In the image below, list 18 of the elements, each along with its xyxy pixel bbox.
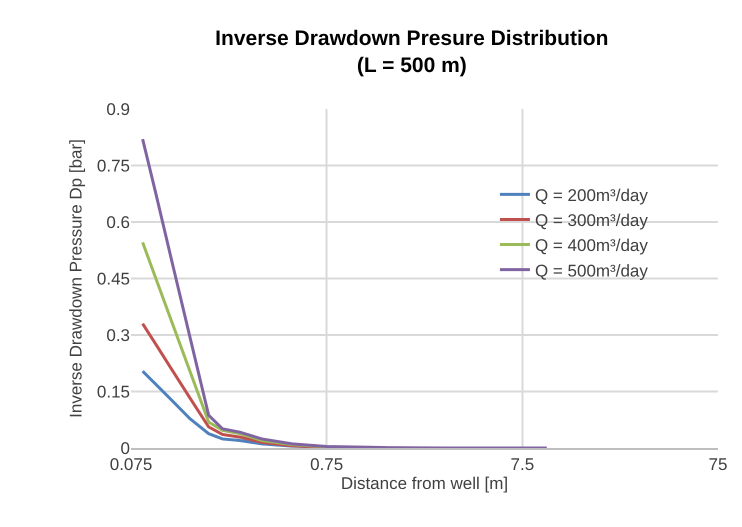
chart-title: Inverse Drawdown Presure Distribution (L = 500 m) [215,26,608,78]
x-tick-label: 0.75 [310,455,344,474]
x-axis-title: Distance from well [m] [340,474,508,494]
y-tick-label: 0.3 [106,326,130,345]
y-tick-label: 0 [120,438,130,458]
legend-label: Q = 500m³/day [534,261,648,280]
x-tick-label: 7.5 [510,455,534,474]
y-tick-label: 0.15 [96,382,130,402]
y-axis-title: Inverse Drawdown Pressure Dp [bar] [66,139,86,418]
y-tick-label: 0.6 [106,212,130,232]
x-tick-label: 75 [708,455,728,474]
legend-label: Q = 200m³/day [534,186,648,205]
y-tick-label: 0.45 [96,269,130,288]
legend-label: Q = 300m³/day [534,211,648,230]
x-tick-label: 0.075 [110,455,152,474]
y-tick-label: 0.75 [96,156,130,176]
legend-label: Q = 400m³/day [534,236,648,256]
y-tick-label: 0.9 [106,100,130,119]
